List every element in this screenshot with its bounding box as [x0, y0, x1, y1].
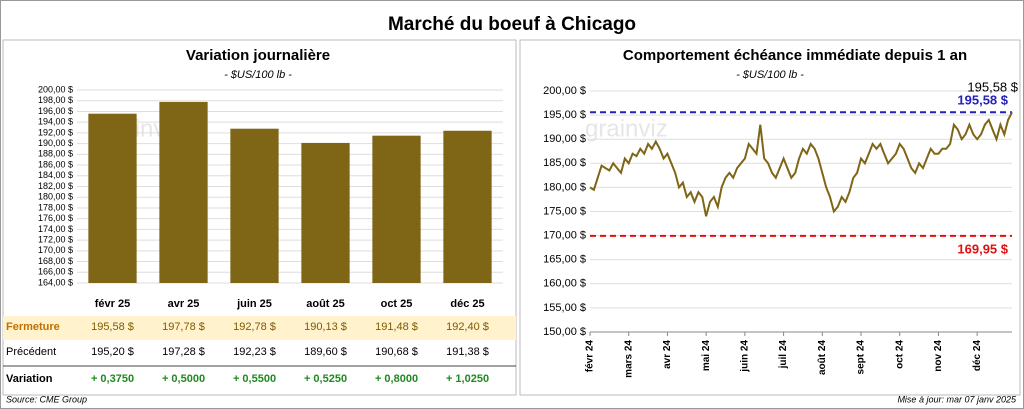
x-tick-label: avr 25: [168, 298, 200, 310]
x-tick-label: mars 24: [623, 340, 634, 378]
source: Source: CME Group: [6, 394, 87, 404]
bar-subtitle: - $US/100 lb -: [224, 69, 292, 81]
line-subtitle: - $US/100 lb -: [736, 69, 804, 81]
y-tick-label: 166,00 $: [38, 267, 73, 277]
y-tick-label: 180,00 $: [543, 181, 586, 193]
last-value-label: 195,58 $: [967, 79, 1018, 94]
bar-title: Variation journalière: [186, 47, 330, 64]
y-tick-label: 165,00 $: [543, 254, 586, 266]
y-tick-label: 150,00 $: [543, 326, 586, 338]
previous-value: 197,28 $: [162, 346, 205, 358]
right-panel: [519, 39, 1021, 396]
x-tick-label: mai 24: [701, 340, 712, 372]
previous-value: 189,60 $: [304, 346, 347, 358]
previous-value: 195,20 $: [91, 346, 134, 358]
y-tick-label: 188,00 $: [38, 149, 73, 159]
close-value: 190,13 $: [304, 321, 347, 333]
y-tick-label: 186,00 $: [38, 159, 73, 169]
y-tick-label: 198,00 $: [38, 95, 73, 105]
y-tick-label: 195,00 $: [543, 109, 586, 121]
x-tick-label: août 25: [306, 298, 345, 310]
page-title: Marché du boeuf à Chicago: [388, 14, 636, 35]
y-tick-label: 194,00 $: [38, 117, 73, 127]
variation-value: + 0,5000: [162, 373, 205, 385]
bar: [443, 130, 492, 283]
x-tick-label: sept 24: [856, 340, 867, 375]
y-tick-label: 164,00 $: [38, 277, 73, 287]
close-value: 195,58 $: [91, 321, 134, 333]
x-tick-label: déc 25: [450, 298, 484, 310]
close-value: 197,78 $: [162, 321, 205, 333]
bar: [88, 113, 137, 284]
line-title: Comportement échéance immédiate depuis 1…: [623, 47, 967, 64]
y-tick-label: 178,00 $: [38, 202, 73, 212]
close-value: 192,78 $: [233, 321, 276, 333]
watermark: grainviz: [585, 115, 668, 142]
y-tick-label: 168,00 $: [38, 256, 73, 266]
x-tick-label: févr 24: [585, 340, 596, 373]
y-tick-label: 176,00 $: [38, 213, 73, 223]
bar: [230, 128, 279, 283]
variation-value: + 1,0250: [446, 373, 489, 385]
variation-value: + 0,8000: [375, 373, 418, 385]
reference-label: 169,95 $: [957, 241, 1008, 256]
x-tick-label: juil 24: [778, 340, 789, 370]
x-tick-label: août 24: [817, 340, 828, 375]
x-tick-label: oct 24: [894, 340, 905, 369]
x-tick-label: juin 25: [236, 298, 272, 310]
close-value: 191,48 $: [375, 321, 418, 333]
y-tick-label: 184,00 $: [38, 170, 73, 180]
variation-value: + 0,5500: [233, 373, 276, 385]
row-label: Précédent: [6, 346, 56, 358]
close-value: 192,40 $: [446, 321, 489, 333]
y-tick-label: 170,00 $: [38, 245, 73, 255]
previous-value: 192,23 $: [233, 346, 276, 358]
variation-value: + 0,3750: [91, 373, 134, 385]
close-row-bg: [3, 316, 516, 340]
previous-value: 191,38 $: [446, 346, 489, 358]
y-tick-label: 200,00 $: [38, 84, 73, 94]
x-tick-label: avr 24: [662, 340, 673, 369]
bar: [372, 135, 421, 283]
reference-label: 195,58 $: [957, 93, 1008, 108]
y-tick-label: 175,00 $: [543, 205, 586, 217]
y-tick-label: 185,00 $: [543, 157, 586, 169]
y-tick-label: 174,00 $: [38, 224, 73, 234]
price-line: [589, 111, 1013, 217]
row-label: Fermeture: [6, 321, 60, 333]
y-tick-label: 155,00 $: [543, 302, 586, 314]
x-tick-label: déc 24: [972, 340, 983, 372]
y-tick-label: 192,00 $: [38, 127, 73, 137]
y-tick-label: 172,00 $: [38, 234, 73, 244]
y-tick-label: 180,00 $: [38, 192, 73, 202]
x-tick-label: févr 25: [95, 298, 130, 310]
y-tick-label: 190,00 $: [543, 133, 586, 145]
y-tick-label: 182,00 $: [38, 181, 73, 191]
updated: Mise à jour: mar 07 janv 2025: [897, 394, 1017, 404]
bar: [301, 142, 350, 283]
y-tick-label: 200,00 $: [543, 85, 586, 97]
x-tick-label: oct 25: [381, 298, 413, 310]
left-panel: [2, 39, 517, 396]
x-tick-label: nov 24: [933, 340, 944, 372]
y-tick-label: 196,00 $: [38, 106, 73, 116]
previous-value: 190,68 $: [375, 346, 418, 358]
bar: [159, 101, 208, 283]
x-tick-label: juin 24: [740, 340, 751, 373]
variation-value: + 0,5250: [304, 373, 347, 385]
y-tick-label: 170,00 $: [543, 230, 586, 242]
row-label: Variation: [6, 373, 53, 385]
y-tick-label: 160,00 $: [543, 278, 586, 290]
y-tick-label: 190,00 $: [38, 138, 73, 148]
